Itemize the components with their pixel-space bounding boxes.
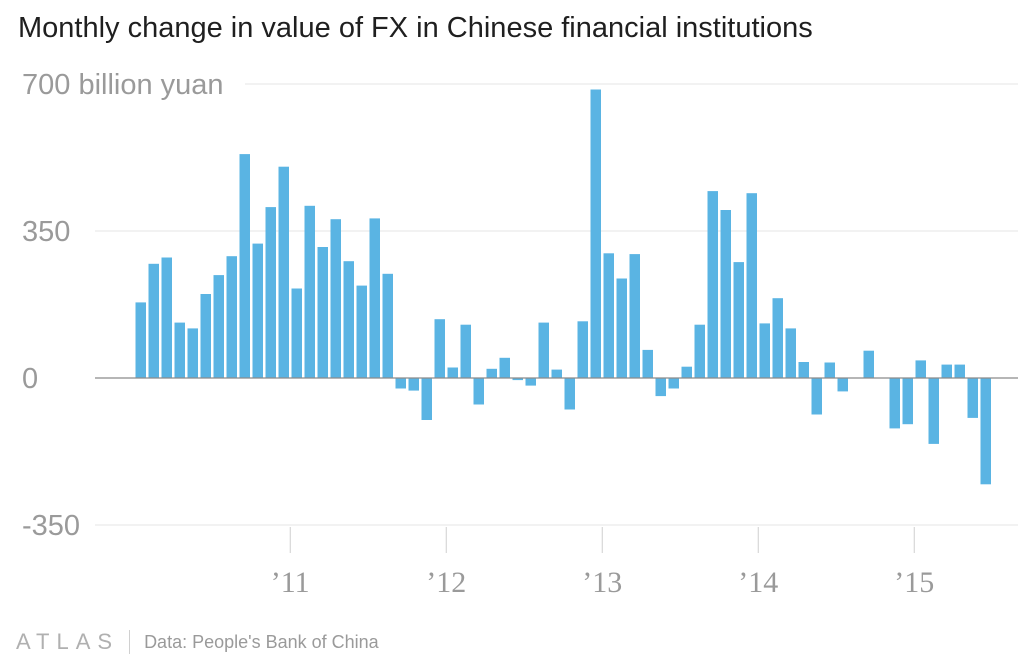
bar — [785, 328, 796, 378]
x-tick-label: ’12 — [426, 566, 466, 599]
bar — [343, 261, 354, 378]
bar — [161, 257, 172, 378]
bar — [486, 368, 497, 378]
x-tick-label: ’13 — [582, 566, 622, 599]
footer: ATLAS Data: People's Bank of China — [16, 628, 379, 656]
bar — [538, 322, 549, 378]
bar — [460, 324, 471, 378]
bar — [421, 378, 432, 420]
bar — [941, 364, 952, 378]
bar — [330, 219, 341, 378]
bar — [408, 378, 419, 391]
atlas-logo[interactable]: ATLAS — [16, 629, 120, 654]
bar — [382, 273, 393, 378]
bar — [356, 285, 367, 378]
bar — [824, 362, 835, 378]
bar — [395, 378, 406, 389]
bar — [772, 298, 783, 378]
bar — [681, 366, 692, 378]
bar — [603, 253, 614, 378]
bar — [226, 256, 237, 378]
y-axis-tick-labels: 700 billion yuan 350 0 -350 — [22, 69, 224, 542]
y-tick-label: 350 — [22, 216, 70, 248]
bar — [759, 323, 770, 378]
bars — [135, 89, 991, 485]
bar — [733, 262, 744, 378]
bar — [798, 362, 809, 378]
data-source: Data: People's Bank of China — [144, 631, 379, 652]
bar — [863, 350, 874, 378]
bar — [148, 263, 159, 378]
bar — [720, 210, 731, 378]
bar — [577, 321, 588, 378]
bar — [967, 378, 978, 418]
bar — [369, 218, 380, 378]
bar — [317, 247, 328, 378]
bar — [980, 378, 991, 485]
bar — [928, 378, 939, 444]
x-axis-tick-labels: ’11 ’12 ’13 ’14 ’15 — [271, 527, 934, 599]
bar — [434, 319, 445, 378]
bar — [668, 378, 679, 389]
x-tick-label: ’11 — [271, 566, 310, 599]
bar — [590, 89, 601, 378]
bar — [954, 364, 965, 378]
bar — [642, 349, 653, 378]
bar — [616, 278, 627, 378]
y-tick-label: -350 — [22, 510, 80, 542]
bar — [655, 378, 666, 397]
y-tick-label: 0 — [22, 363, 38, 395]
bar — [707, 191, 718, 378]
bar — [694, 324, 705, 378]
bar — [135, 302, 146, 378]
bar — [473, 378, 484, 405]
chart-title: Monthly change in value of FX in Chinese… — [18, 12, 813, 44]
bar — [915, 360, 926, 378]
bar — [200, 294, 211, 378]
bar — [252, 243, 263, 378]
bar — [811, 378, 822, 415]
bar — [837, 378, 848, 392]
footer-divider — [129, 630, 131, 654]
bar — [499, 357, 510, 378]
bar — [278, 166, 289, 378]
bar — [239, 154, 250, 378]
bar — [174, 322, 185, 378]
bar — [551, 369, 562, 378]
bar — [291, 288, 302, 378]
y-tick-label: 700 billion yuan — [22, 69, 224, 101]
bar — [525, 378, 536, 386]
bar — [902, 378, 913, 425]
bar — [629, 254, 640, 378]
x-tick-label: ’14 — [738, 566, 778, 599]
bar — [187, 328, 198, 378]
bar — [746, 193, 757, 378]
bar — [304, 205, 315, 378]
bar — [564, 378, 575, 410]
bar — [213, 275, 224, 378]
x-tick-label: ’15 — [894, 566, 934, 599]
bar — [889, 378, 900, 429]
bar — [447, 367, 458, 378]
bar — [512, 378, 523, 381]
bar — [265, 207, 276, 378]
